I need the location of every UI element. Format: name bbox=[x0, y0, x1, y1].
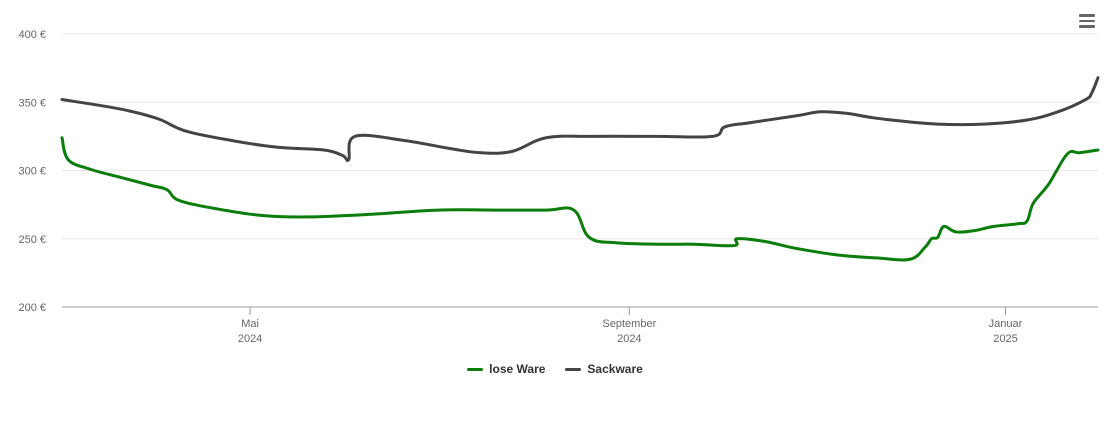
y-tick-label-200: 200 € bbox=[18, 302, 46, 314]
legend-swatch-sackware bbox=[565, 367, 582, 371]
grid-layer bbox=[62, 33, 1098, 240]
hamburger-menu-icon[interactable] bbox=[1076, 10, 1098, 32]
x-axis: Mai 2024 September 2024 Januar 2025 bbox=[62, 306, 1098, 345]
menu-bar-top bbox=[1079, 14, 1095, 17]
legend-swatch-lose-ware bbox=[467, 367, 484, 371]
legend-item-sackware[interactable]: Sackware bbox=[565, 362, 643, 376]
series-line-lose-ware bbox=[60, 136, 1100, 262]
x-tick-year-september: 2024 bbox=[617, 333, 641, 345]
legend-item-lose-ware[interactable]: lose Ware bbox=[467, 362, 545, 376]
legend: lose Ware Sackware bbox=[0, 362, 1110, 376]
x-tick-label-mai: Mai bbox=[241, 318, 259, 330]
menu-bar-middle bbox=[1079, 19, 1095, 23]
series-layer bbox=[60, 76, 1100, 262]
y-tick-label-250: 250 € bbox=[18, 234, 46, 246]
x-tick-label-januar: Januar bbox=[989, 318, 1023, 330]
legend-label-lose-ware: lose Ware bbox=[489, 362, 546, 376]
y-tick-label-400: 400 € bbox=[18, 29, 46, 41]
menu-bar-bottom bbox=[1079, 25, 1095, 28]
series-line-sackware bbox=[60, 76, 1100, 163]
x-tick-year-januar: 2025 bbox=[993, 333, 1017, 345]
y-tick-label-300: 300 € bbox=[18, 166, 46, 178]
legend-label-sackware: Sackware bbox=[587, 362, 643, 376]
y-axis: 200 € 250 € 300 € 350 € 400 € bbox=[18, 29, 46, 314]
x-tick-year-mai: 2024 bbox=[238, 333, 262, 345]
y-tick-label-350: 350 € bbox=[18, 97, 46, 109]
x-tick-label-september: September bbox=[602, 318, 656, 330]
